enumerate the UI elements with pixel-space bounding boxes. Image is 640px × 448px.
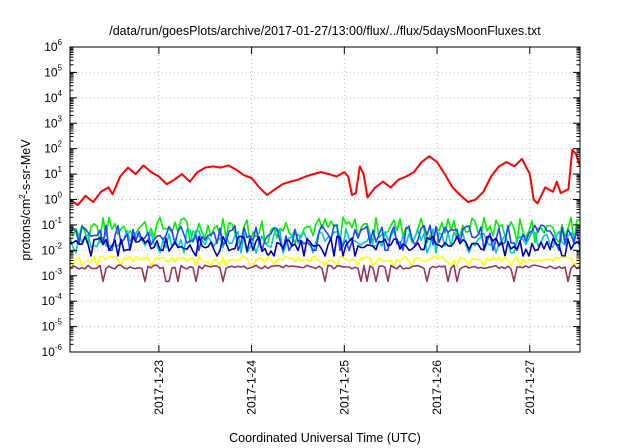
y-tick-label: 104 bbox=[44, 89, 62, 105]
series-line bbox=[69, 235, 581, 257]
grid bbox=[70, 47, 580, 352]
y-axis-label-sup: 2 bbox=[18, 194, 27, 199]
y-tick-label: 102 bbox=[44, 140, 62, 156]
ticks: 10-6 10-5 10-4 10-3 10-2 10-1 100 101 102 103 104 1… bbox=[42, 38, 580, 415]
y-axis-label-post: -s-sr-MeV bbox=[19, 139, 33, 195]
y-tick-label: 10-4 bbox=[42, 292, 63, 308]
series-line bbox=[69, 264, 581, 283]
y-tick-label: 105 bbox=[44, 63, 62, 79]
x-axis-label: Coordinated Universal Time (UTC) bbox=[229, 431, 421, 445]
x-tick-label: 2017-1-24 bbox=[245, 360, 259, 415]
x-tick-label: 2017-1-27 bbox=[523, 360, 537, 415]
y-tick-label: 101 bbox=[44, 165, 62, 181]
series-line bbox=[69, 148, 581, 207]
chart-title: /data/run/goesPlots/archive/2017-01-27/1… bbox=[109, 24, 541, 38]
series-line bbox=[69, 224, 581, 252]
y-tick-label: 10-5 bbox=[42, 318, 63, 334]
y-tick-label: 10-1 bbox=[42, 216, 63, 232]
x-tick-label: 2017-1-25 bbox=[337, 360, 351, 415]
y-tick-label: 106 bbox=[44, 38, 62, 54]
series-line bbox=[69, 216, 581, 244]
series-line bbox=[69, 255, 581, 267]
x-tick-label: 2017-1-26 bbox=[430, 360, 444, 415]
y-tick-label: 100 bbox=[44, 191, 62, 207]
y-tick-label: 10-6 bbox=[42, 343, 63, 359]
y-axis-label: protons/cm2-s-sr-MeV bbox=[18, 139, 33, 261]
y-tick-label: 10-2 bbox=[42, 241, 63, 257]
y-axis-label-pre: protons/cm bbox=[19, 199, 33, 261]
series-group bbox=[69, 148, 581, 283]
y-tick-label: 103 bbox=[44, 114, 62, 130]
x-tick-label: 2017-1-23 bbox=[152, 360, 166, 415]
y-tick-label: 10-3 bbox=[42, 267, 63, 283]
